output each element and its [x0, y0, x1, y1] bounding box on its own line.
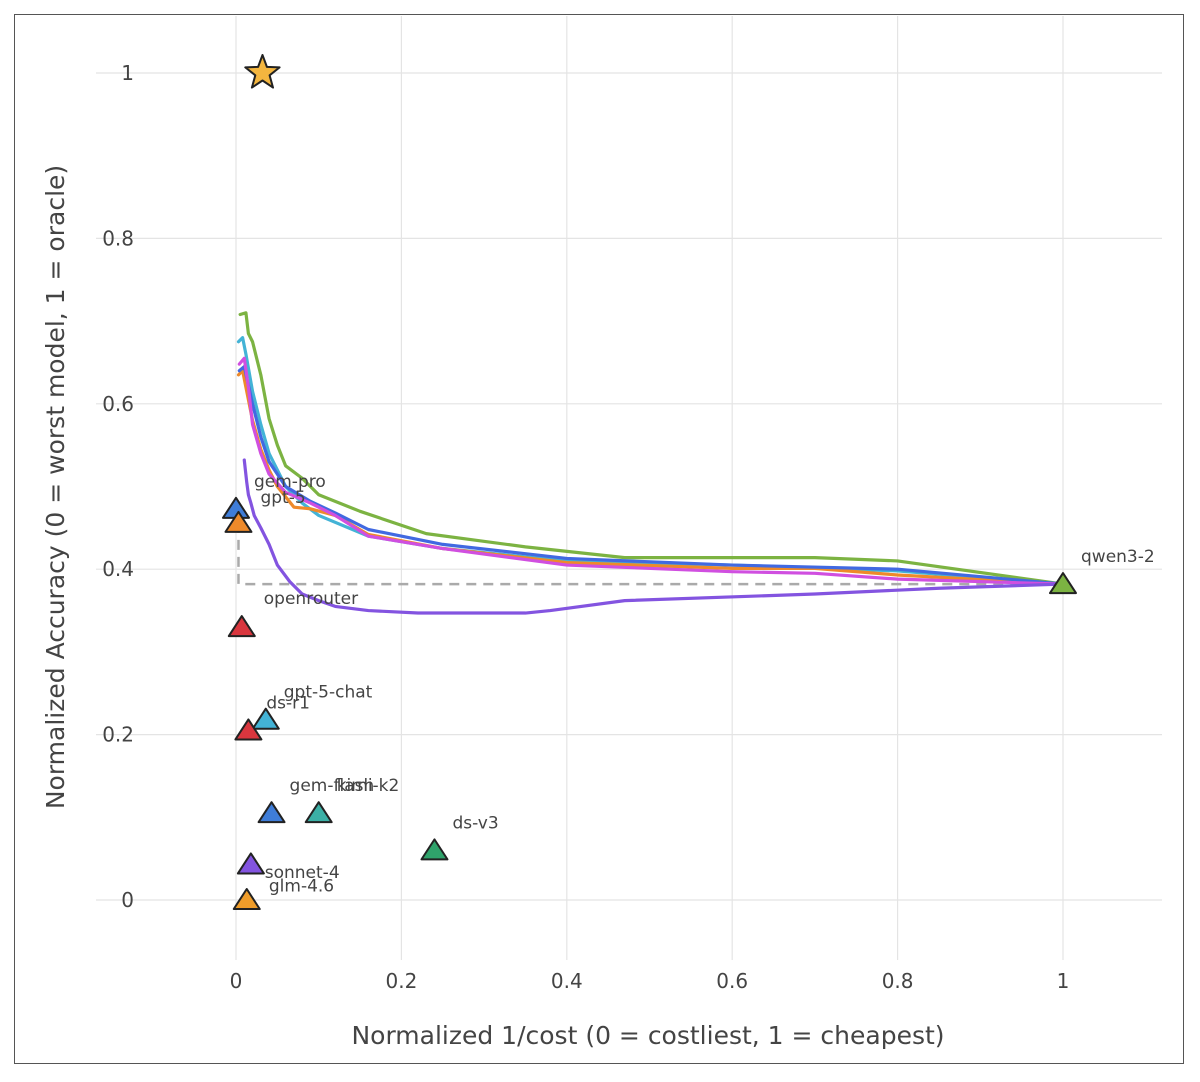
- series-layer: [236, 311, 1065, 615]
- y-tick-label: 1: [121, 61, 134, 85]
- marker-kimi-k2: [304, 801, 333, 824]
- series-line-purple: [242, 458, 1065, 615]
- marker-gpt-5: [224, 510, 253, 533]
- label-gpt-5: gpt-5: [260, 488, 305, 508]
- marker-gem-flash: [257, 801, 286, 824]
- marker-sonnet-4: [232, 888, 261, 910]
- label-ds-r1: ds-r1: [266, 693, 310, 713]
- marker-gpt-5-chat: [251, 707, 280, 730]
- x-tick-label: 1: [1057, 969, 1070, 993]
- y-tick-label: 0.4: [102, 557, 134, 581]
- label-gem-pro: gem-pro: [254, 472, 326, 492]
- x-tick-labels: 0 0.2 0.4 0.6 0.8 1: [230, 969, 1070, 993]
- series-line-orange: [236, 369, 1065, 586]
- baseline-line: [237, 522, 1063, 586]
- y-axis-title: Normalized Accuracy (0 = worst model, 1 …: [41, 165, 70, 809]
- marker-openrouter: [227, 615, 256, 638]
- label-gpt-5-chat: gpt-5-chat: [284, 683, 373, 703]
- x-tick-label: 0.8: [882, 969, 914, 993]
- x-tick-label: 0: [230, 969, 243, 993]
- label-ds-v3: ds-v3: [452, 813, 498, 833]
- chart-frame: [14, 14, 1184, 1064]
- label-kimi-k2: kimi-k2: [337, 776, 400, 796]
- y-tick-label: 0.2: [102, 723, 134, 747]
- y-tick-label: 0: [121, 888, 134, 912]
- marker-layer: [222, 54, 1077, 910]
- label-sonnet-4: sonnet-4: [265, 863, 340, 883]
- series-line-blue: [237, 364, 1065, 586]
- grid: [96, 16, 1162, 960]
- marker-ds-r1: [234, 718, 263, 741]
- marker-glm-4.6: [236, 852, 265, 875]
- y-tick-label: 0.6: [102, 392, 134, 416]
- x-tick-label: 0.6: [716, 969, 748, 993]
- baseline-layer: [237, 522, 1063, 586]
- x-tick-label: 0.4: [551, 969, 583, 993]
- x-axis-title: Normalized 1/cost (0 = costliest, 1 = ch…: [351, 1021, 944, 1050]
- label-qwen3-2: qwen3-2: [1081, 547, 1155, 567]
- series-line-green: [238, 311, 1065, 586]
- x-tick-label: 0.2: [385, 969, 417, 993]
- series-line-cyan: [236, 336, 1065, 586]
- label-glm-4.6: glm-4.6: [269, 876, 334, 896]
- y-tick-labels: 0 0.2 0.4 0.6 0.8 1: [102, 61, 134, 912]
- y-tick-label: 0.8: [102, 226, 134, 250]
- label-gem-flash: gem-flash: [290, 776, 375, 796]
- marker-qwen3-2: [1049, 572, 1077, 595]
- series-line-magenta: [237, 356, 1065, 586]
- marker-ds-v3: [420, 838, 449, 861]
- oracle-star: [244, 54, 281, 89]
- label-openrouter: openrouter: [264, 589, 358, 609]
